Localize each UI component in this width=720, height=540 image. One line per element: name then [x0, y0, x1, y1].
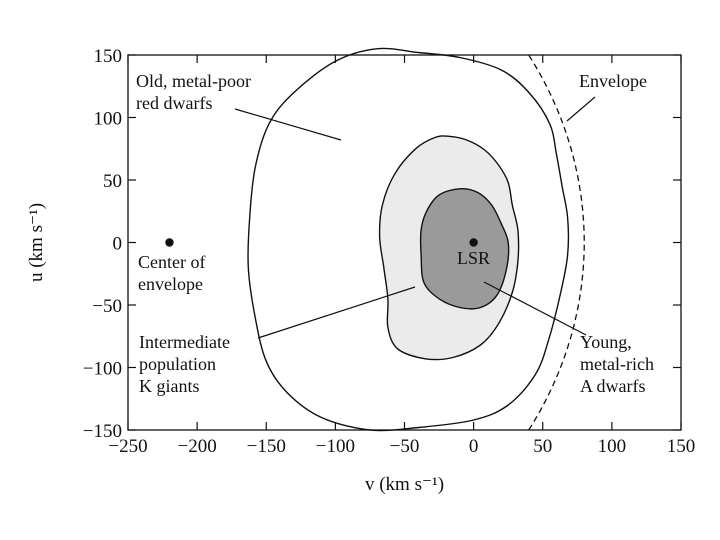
annotation-old-metal-poor-red-dwarfs-line-1: Old, metal-poor — [136, 71, 251, 91]
annotation-envelope: Envelope — [579, 71, 647, 91]
leader-young-metal-rich-a-dwarfs — [483, 281, 587, 336]
y-tick-label: 100 — [94, 109, 123, 130]
x-tick-label: 150 — [667, 436, 696, 457]
y-tick-label: −100 — [83, 359, 122, 380]
x-tick-label: 50 — [533, 436, 552, 457]
annotation-center-of-envelope-line-2: envelope — [138, 274, 203, 294]
x-tick-label: 100 — [598, 436, 627, 457]
axis-ticks: −250 −200 −150 −100 −50 0 50 100 150 150 100 50 0 −50… — [83, 46, 695, 457]
contour-intermediate-population-k-giants — [378, 135, 520, 361]
annotation-lsr: LSR — [457, 248, 490, 268]
point-center-of-envelope — [165, 238, 174, 247]
leader-envelope — [566, 96, 596, 122]
x-tick-label: −150 — [247, 436, 286, 457]
point-lsr — [469, 238, 478, 247]
annotation-young-metal-rich-a-dwarfs-line-3: A dwarfs — [580, 376, 646, 396]
annotation-old-metal-poor-red-dwarfs-line-2: red dwarfs — [136, 93, 212, 113]
leader-old-metal-poor-red-dwarfs — [234, 108, 342, 141]
contour-young-metal-rich-a-dwarfs — [419, 188, 510, 310]
x-tick-label: −50 — [390, 436, 420, 457]
y-tick-label: 150 — [94, 46, 123, 67]
annotation-center-of-envelope-line-1: Center of — [138, 252, 205, 272]
x-tick-label: 0 — [469, 436, 479, 457]
annotation-intermediate-population-k-giants-line-1: Intermediate — [139, 332, 230, 352]
y-axis-label: u (km s⁻¹) — [26, 203, 47, 282]
contour-lines — [247, 47, 570, 432]
leader-intermediate-population-k-giants — [257, 286, 416, 339]
annotation-intermediate-population-k-giants-line-3: K giants — [139, 376, 200, 396]
y-tick-label: 0 — [113, 234, 123, 255]
x-tick-label: −100 — [316, 436, 355, 457]
x-tick-label: −250 — [108, 436, 147, 457]
envelope-curve — [528, 54, 585, 431]
annotation-intermediate-population-k-giants-line-2: population — [139, 354, 216, 374]
y-tick-label: 50 — [103, 171, 122, 192]
leader-lines — [234, 96, 596, 339]
annotation-young-metal-rich-a-dwarfs-line-1: Young, — [580, 332, 632, 352]
y-tick-label: −150 — [83, 421, 122, 442]
contour-fills — [379, 135, 519, 360]
data-points — [165, 238, 478, 247]
envelope-curve-layer — [528, 54, 585, 431]
contour-old-metal-poor-red-dwarfs — [247, 47, 570, 432]
y-tick-label: −50 — [92, 296, 122, 317]
annotation-young-metal-rich-a-dwarfs-line-2: metal-rich — [580, 354, 654, 374]
x-tick-label: −200 — [178, 436, 217, 457]
contour-fill-young-metal-rich-a-dwarfs — [420, 188, 509, 309]
x-axis-label: v (km s⁻¹) — [365, 474, 444, 495]
